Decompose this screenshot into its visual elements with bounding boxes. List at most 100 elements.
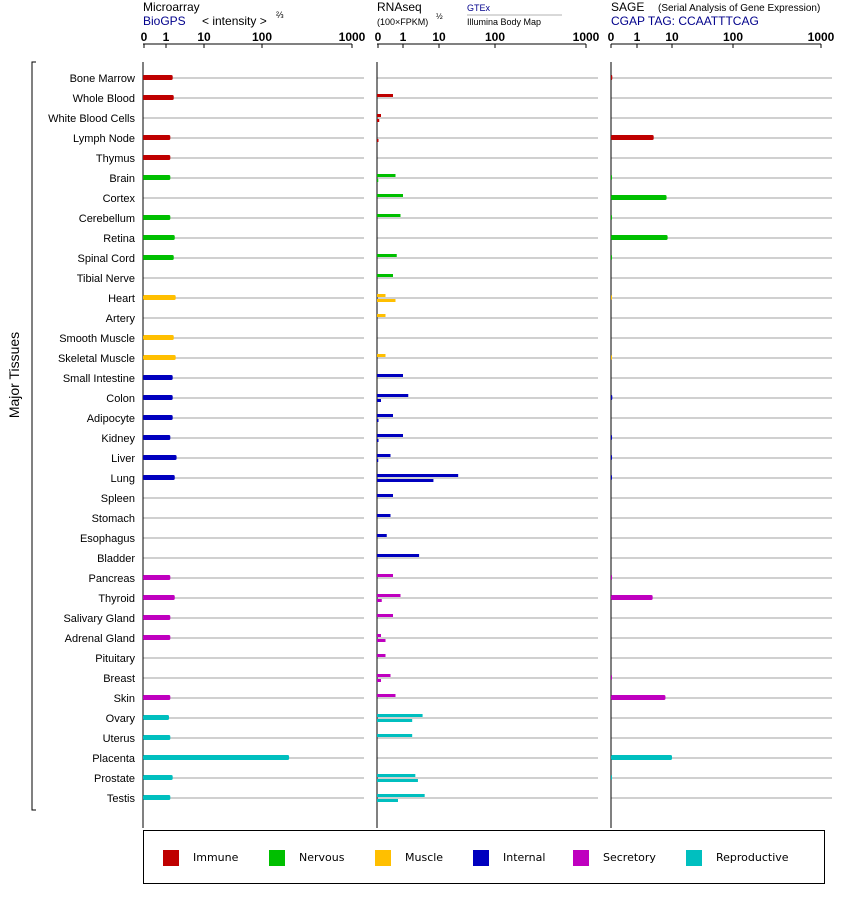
x-tick-label: 0 xyxy=(375,30,382,44)
bar-colon-illumina xyxy=(377,399,381,402)
tissue-label-brain: Brain xyxy=(109,173,135,185)
y-axis-label: Major Tissues xyxy=(6,332,22,418)
bar-esophagus-gtex xyxy=(377,534,387,537)
bar-spinal-cord xyxy=(143,255,174,260)
x-tick-label: 0 xyxy=(141,30,148,44)
legend-label-secretory: Secretory xyxy=(603,851,656,864)
x-tick-label: 0 xyxy=(608,30,615,44)
sage-panel: 0 1 10 100 1000 xyxy=(608,30,835,828)
rnaseq-title: RNAseq xyxy=(377,0,422,14)
bar-adrenal-gland-illumina xyxy=(377,639,386,642)
legend-label-nervous: Nervous xyxy=(299,851,345,864)
sage-title: SAGE xyxy=(611,0,644,14)
rnaseq-unit: (100×FPKM) xyxy=(377,17,428,27)
tissue-label-bladder: Bladder xyxy=(97,553,135,565)
bar-testis-illumina xyxy=(377,799,398,802)
legend-swatch-immune xyxy=(163,850,179,866)
x-tick-label: 1000 xyxy=(808,30,835,44)
bar-skeletal-muscle xyxy=(611,355,612,360)
legend-label-immune: Immune xyxy=(193,851,239,864)
bar-thyroid xyxy=(611,595,653,600)
legend-swatch-secretory xyxy=(573,850,589,866)
x-tick-label: 1 xyxy=(634,30,641,44)
legend-swatch-nervous xyxy=(269,850,285,866)
tissue-label-placenta: Placenta xyxy=(92,753,136,765)
tissue-label-tibial-nerve: Tibial Nerve xyxy=(77,273,135,285)
microarray-unit-exponent: ⅔ xyxy=(276,10,284,20)
microarray-panel: 0 1 10 100 1000 xyxy=(141,30,366,828)
bar-adipocyte-illumina xyxy=(377,419,379,422)
bar-thyroid-illumina xyxy=(377,599,382,602)
legend-swatch-reproductive xyxy=(686,850,702,866)
bar-white-blood-cells-gtex xyxy=(377,114,381,117)
bar-lung xyxy=(611,475,612,480)
bar-smooth-muscle xyxy=(143,335,174,340)
bar-heart xyxy=(143,295,176,300)
tissue-label-lung: Lung xyxy=(111,473,135,485)
bar-breast xyxy=(611,675,612,680)
legend-label-reproductive: Reproductive xyxy=(716,851,789,864)
x-tick-label: 10 xyxy=(432,30,446,44)
tissue-label-lymph-node: Lymph Node xyxy=(73,133,135,145)
bar-breast-gtex xyxy=(377,674,391,677)
microarray-source: BioGPS xyxy=(143,14,186,28)
tissue-label-white-blood-cells: White Blood Cells xyxy=(48,113,135,125)
bar-breast-illumina xyxy=(377,679,381,682)
bar-prostate-illumina xyxy=(377,779,418,782)
bar-tibial-nerve-gtex xyxy=(377,274,393,277)
bar-thyroid-gtex xyxy=(377,594,401,597)
tissue-label-colon: Colon xyxy=(106,393,135,405)
legend-swatch-internal xyxy=(473,850,489,866)
bar-kidney-illumina xyxy=(377,439,379,442)
bar-salivary-gland-gtex xyxy=(377,614,393,617)
tissue-label-heart: Heart xyxy=(108,293,135,305)
tissue-label-skin: Skin xyxy=(114,693,135,705)
microarray-title: Microarray xyxy=(143,0,200,14)
x-tick-label: 100 xyxy=(723,30,743,44)
tissue-label-thyroid: Thyroid xyxy=(98,593,135,605)
rnaseq-unit-exponent: ½ xyxy=(436,12,443,21)
legend: Immune Nervous Muscle Internal Secretory… xyxy=(143,830,825,884)
bar-whole-blood-gtex xyxy=(377,94,393,97)
tissue-label-spinal-cord: Spinal Cord xyxy=(78,253,135,265)
bar-spinal-cord-gtex xyxy=(377,254,397,257)
sage-subtitle: (Serial Analysis of Gene Expression) xyxy=(658,3,820,14)
x-tick-label: 1 xyxy=(163,30,170,44)
y-axis-group: Major Tissues xyxy=(6,61,36,811)
bar-adipocyte xyxy=(143,415,173,420)
bar-colon xyxy=(611,395,613,400)
bar-pancreas xyxy=(143,575,171,580)
bar-skeletal-muscle xyxy=(143,355,176,360)
tissue-label-adrenal-gland: Adrenal Gland xyxy=(65,633,135,645)
x-tick-label: 10 xyxy=(665,30,679,44)
bar-stomach-gtex xyxy=(377,514,391,517)
bar-brain-gtex xyxy=(377,174,396,177)
bar-brain xyxy=(143,175,171,180)
bar-pituitary-gtex xyxy=(377,654,386,657)
tissue-label-ovary: Ovary xyxy=(106,713,136,725)
bar-artery-gtex xyxy=(377,314,386,317)
bar-colon xyxy=(143,395,173,400)
tissue-label-prostate: Prostate xyxy=(94,773,135,785)
bar-placenta xyxy=(611,755,672,760)
tissue-label-artery: Artery xyxy=(106,313,136,325)
tissue-bracket xyxy=(31,61,36,811)
bar-small-intestine-gtex xyxy=(377,374,403,377)
bar-lymph-node xyxy=(611,135,654,140)
bar-prostate-gtex xyxy=(377,774,416,777)
bar-cerebellum xyxy=(611,215,612,220)
bar-prostate xyxy=(611,775,612,780)
x-tick-label: 1000 xyxy=(339,30,366,44)
bar-skin-gtex xyxy=(377,694,396,697)
bar-cerebellum-gtex xyxy=(377,214,401,217)
bar-colon-gtex xyxy=(377,394,409,397)
sage-tag: CGAP TAG: CCAATTTCAG xyxy=(611,14,759,28)
bar-liver xyxy=(143,455,177,460)
bar-lymph-node-illumina xyxy=(377,139,379,142)
bar-bladder-gtex xyxy=(377,554,420,557)
bar-kidney xyxy=(143,435,171,440)
bar-lung xyxy=(143,475,175,480)
rnaseq-panel: 0 1 10 100 1000 xyxy=(375,30,600,828)
